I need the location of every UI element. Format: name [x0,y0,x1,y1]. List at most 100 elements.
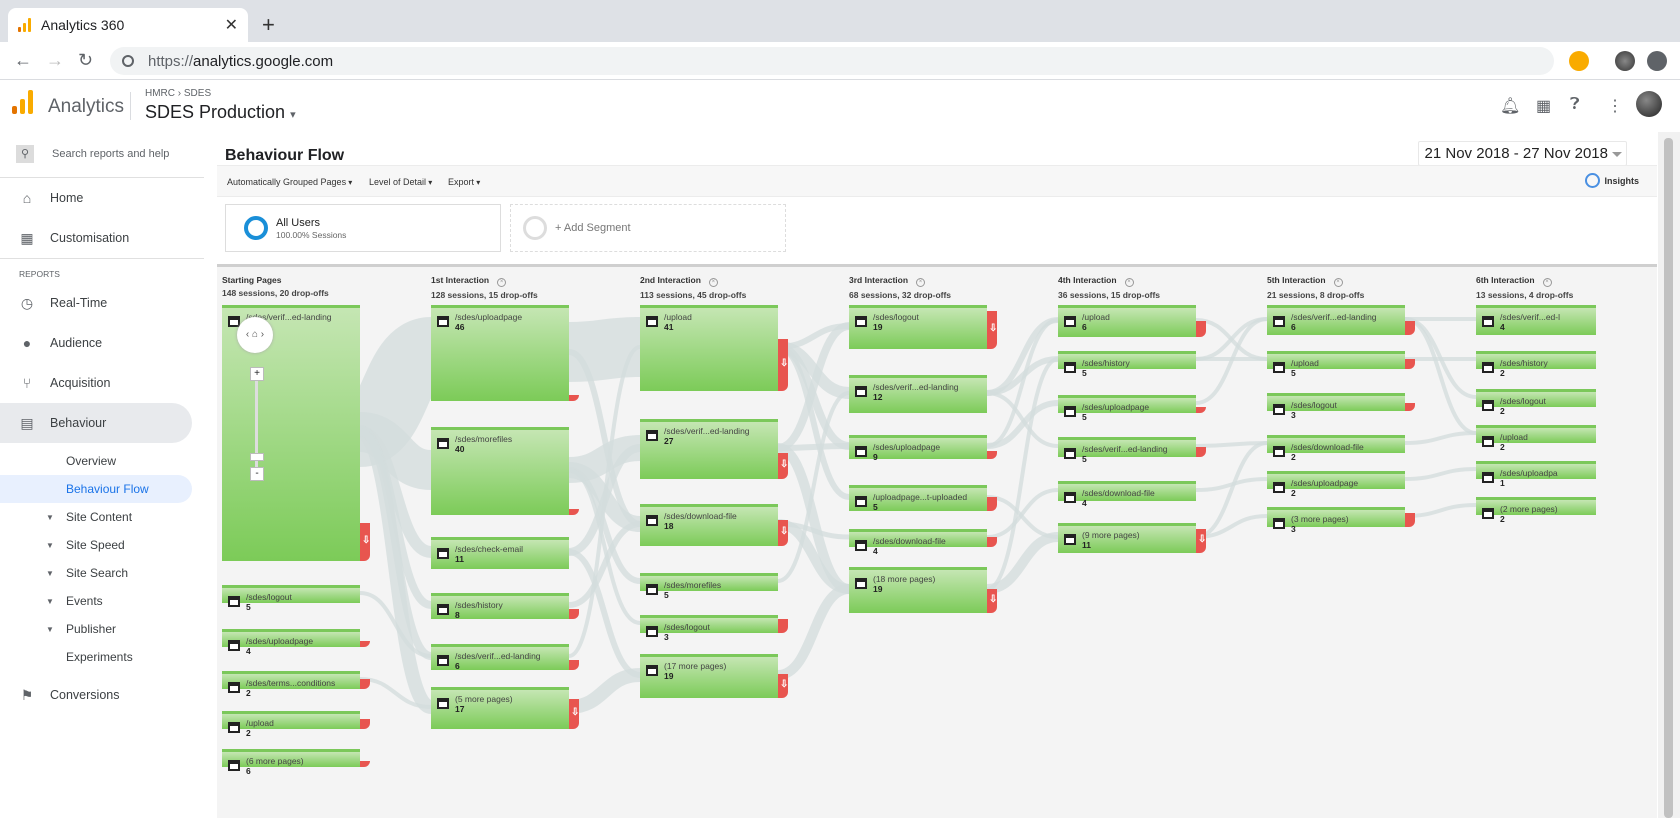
remove-step-icon[interactable]: × [1124,278,1134,287]
flow-node[interactable]: /sdes/download-file 4 [849,529,987,556]
scrollbar-thumb[interactable] [1664,138,1673,818]
flow-link[interactable] [986,318,1059,448]
property-selector[interactable]: SDES Production ▾ [145,102,296,123]
flow-node[interactable]: /sdes/history 8 [431,593,569,620]
dropoff-bar[interactable]: ⇩ [987,311,997,349]
flow-link[interactable] [1404,431,1477,445]
account-avatar[interactable] [1636,91,1662,117]
flow-node[interactable]: /uploadpage...t-uploaded 5 [849,485,987,512]
remove-step-icon[interactable]: × [916,278,926,287]
flow-link[interactable] [986,357,1059,591]
sidebar-item-realtime[interactable]: ◷ Real-Time [0,283,204,323]
sidebar-sub-overview[interactable]: Overview [0,447,204,475]
flow-node[interactable]: /sdes/uploadpage 5 [1058,395,1196,422]
sidebar-sub-events[interactable]: ▼ Events [0,587,204,615]
level-of-detail-dropdown[interactable]: Level of Detail [369,177,432,187]
flow-node[interactable]: (2 more pages) 2 [1476,497,1596,524]
flow-link[interactable] [777,344,850,500]
flow-link[interactable] [986,391,1059,448]
dropoff-bar[interactable] [360,641,370,647]
zoom-thumb[interactable] [250,453,264,461]
address-bar[interactable]: https://analytics.google.com [110,47,1554,75]
sidebar-item-customisation[interactable]: ▦ Customisation [0,218,204,258]
sidebar-sub-site-speed[interactable]: ▼ Site Speed [0,531,204,559]
flow-node[interactable]: /upload 6 [1058,305,1196,337]
dropoff-bar[interactable] [569,609,579,619]
flow-link[interactable] [1404,467,1477,481]
account-breadcrumb[interactable]: HMRC › SDES [145,88,212,99]
flow-node[interactable]: /sdes/check-email 11 [431,537,569,569]
flow-link[interactable] [568,549,641,678]
flow-node[interactable]: /upload 41 [640,305,778,391]
dropoff-bar[interactable] [987,451,997,459]
zoom-in-icon[interactable]: + [250,367,264,381]
dropoff-bar[interactable] [569,509,579,515]
dropoff-bar[interactable] [1405,359,1415,369]
dropoff-bar[interactable]: ⇩ [987,589,997,613]
dropoff-bar[interactable]: ⇩ [569,699,579,729]
more-vert-icon[interactable]: ⋮ [1607,98,1623,115]
forward-icon[interactable]: → [46,50,64,70]
sidebar-sub-site-search[interactable]: ▼ Site Search [0,559,204,587]
flow-node[interactable]: (3 more pages) 3 [1267,507,1405,534]
dropoff-bar[interactable]: ⇩ [778,453,788,479]
flow-link[interactable] [986,488,1059,539]
flow-node[interactable]: /sdes/history 5 [1058,351,1196,378]
grouping-dropdown[interactable]: Automatically Grouped Pages [227,177,352,187]
behaviour-flow-chart[interactable]: /sdes/verif...ed-landing126⇩/sdes/logout… [217,264,1657,818]
flow-node[interactable]: /upload 5 [1267,351,1405,378]
remove-step-icon[interactable]: × [497,278,507,287]
flow-link[interactable] [776,443,851,594]
flow-node[interactable]: /sdes/download-file 4 [1058,481,1196,508]
close-tab-icon[interactable]: ✕ [224,17,238,34]
apps-grid-icon[interactable]: ▦ [1536,98,1552,115]
sidebar-item-audience[interactable]: ● Audience [0,323,204,363]
flow-node[interactable]: /sdes/verif...ed-landing 12 [849,375,987,413]
site-info-icon[interactable] [122,55,134,67]
dropoff-bar[interactable] [360,761,370,767]
sidebar-sub-experiments[interactable]: Experiments [0,643,204,671]
date-range-picker[interactable]: 21 Nov 2018 - 27 Nov 2018 [1417,141,1627,166]
dropoff-bar[interactable] [1405,513,1415,527]
flow-node[interactable]: /sdes/morefiles 5 [640,573,778,600]
flow-node[interactable]: /sdes/uploadpa 1 [1476,461,1596,488]
segment-all-users[interactable]: All Users 100.00% Sessions [225,204,501,252]
extension-icon[interactable] [1569,51,1589,71]
dropoff-bar[interactable] [1196,407,1206,413]
flow-link[interactable] [568,468,641,625]
flow-link[interactable] [986,495,1059,539]
flow-node[interactable]: /sdes/terms...conditions 2 [222,671,360,698]
flow-node[interactable]: /upload 2 [222,711,360,738]
help-icon[interactable]: ❓︎ [1570,96,1580,113]
dropoff-bar[interactable] [1405,403,1415,411]
flow-node[interactable]: /sdes/verif...ed-landing 27 [640,419,778,479]
dropoff-bar[interactable] [360,719,370,729]
flow-node[interactable]: /sdes/uploadpage 2 [1267,471,1405,498]
dropoff-bar[interactable] [1405,321,1415,335]
report-search[interactable]: ⚲ Search reports and help [0,130,204,178]
new-tab-icon[interactable]: + [262,12,275,37]
update-icon[interactable] [1647,51,1667,71]
sidebar-sub-site-content[interactable]: ▼ Site Content [0,503,204,531]
flow-node[interactable]: (6 more pages) 6 [222,749,360,776]
flow-link[interactable] [1404,317,1477,435]
dropoff-bar[interactable]: ⇩ [778,339,788,391]
flow-link[interactable] [568,349,641,527]
export-dropdown[interactable]: Export [448,177,480,187]
flow-link[interactable] [1404,503,1477,518]
flow-link[interactable] [777,391,850,583]
flow-node[interactable]: /sdes/download-file 2 [1267,435,1405,462]
flow-link[interactable] [1195,317,1268,361]
flow-link[interactable] [357,425,434,714]
flow-node[interactable]: (5 more pages) 17 [431,687,569,729]
dropoff-bar[interactable] [569,395,579,401]
insights-button[interactable]: Insights [1585,173,1639,188]
flow-node[interactable]: /upload 2 [1476,425,1596,452]
flow-link[interactable] [568,668,641,714]
flow-node[interactable]: (18 more pages) 19 [849,567,987,613]
sidebar-sub-publisher[interactable]: ▼ Publisher [0,615,204,643]
flow-link[interactable] [568,317,641,382]
sidebar-item-conversions[interactable]: ⚑ Conversions [0,675,204,715]
remove-step-icon[interactable]: × [708,278,718,287]
flow-node[interactable]: /sdes/history 2 [1476,351,1596,378]
